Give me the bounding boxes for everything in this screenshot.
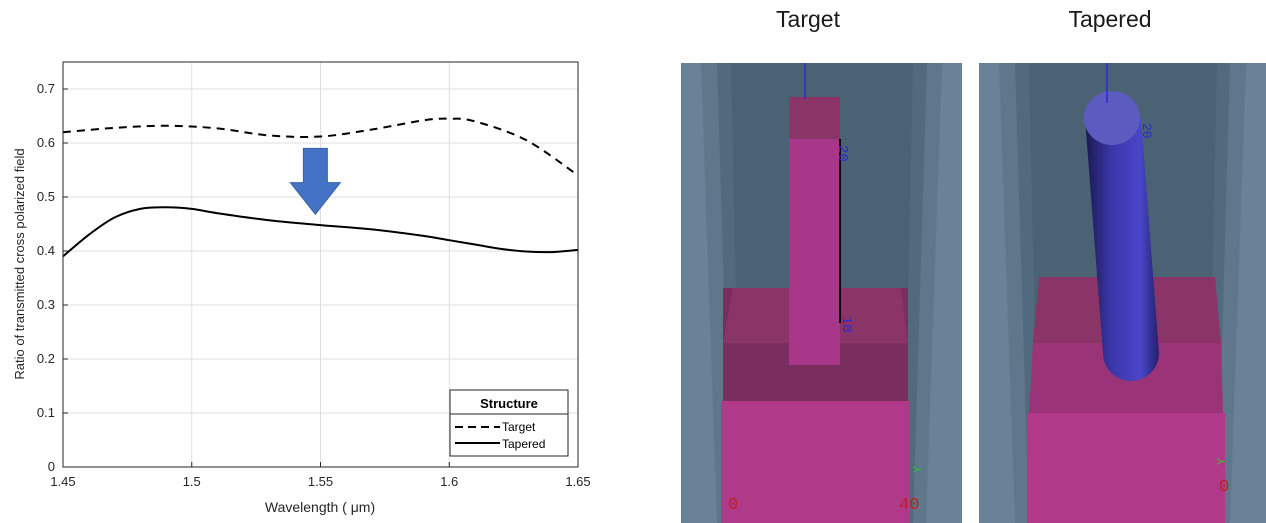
y-tick-label: 0.3 — [37, 297, 55, 312]
legend: Structure Target Tapered — [449, 389, 569, 457]
annotation-layer — [289, 147, 342, 216]
legend-label-target: Target — [502, 420, 536, 434]
axis-ticks: 1.45 1.5 1.55 1.6 1.65 0 0.1 0.2 0.3 0.4 0.5 0.6 0.7 — [37, 81, 591, 489]
render-panel-target: 20 10 0 40 Y — [681, 63, 962, 523]
x-axis-label: Wavelength ( μm) — [265, 499, 375, 515]
legend-title: Structure — [480, 396, 538, 411]
x-tick-label: 1.45 — [50, 474, 75, 489]
x-tick-label: 1.55 — [308, 474, 333, 489]
y-tick-label: 0 — [48, 459, 55, 474]
legend-box — [449, 389, 569, 457]
grid-lines — [63, 62, 578, 467]
y-tick-label: 0.2 — [37, 351, 55, 366]
y-axis-label: Ratio of transmitted cross polarized fie… — [12, 148, 27, 379]
x-tick-label: 1.65 — [565, 474, 590, 489]
render-target-image: 20 10 0 40 Y — [681, 63, 962, 523]
render-panel-tapered: 20 0 Y — [979, 63, 1266, 523]
x-tick-label: 1.6 — [440, 474, 458, 489]
x-tick-label: 1.5 — [183, 474, 201, 489]
down-arrow-annotation — [289, 147, 342, 216]
panel-title-target: Target — [776, 6, 840, 32]
y-tick-label: 0.1 — [37, 405, 55, 420]
y-tick-label: 0.6 — [37, 135, 55, 150]
axis-label-y: Y — [911, 466, 925, 473]
legend-label-tapered: Tapered — [502, 437, 545, 451]
axis-label-40: 40 — [899, 496, 919, 515]
line-chart: 1.45 1.5 1.55 1.6 1.65 0 0.1 0.2 0.3 0.4 0.5 0.6 0.7… — [12, 61, 591, 515]
y-tick-label: 0.4 — [37, 243, 55, 258]
panel-title-tapered: Tapered — [1068, 6, 1152, 32]
axis-label-0-tapered: 0 — [1219, 478, 1229, 497]
axis-label-10: 10 — [838, 316, 854, 333]
axis-label-20-tapered: 20 — [1139, 123, 1154, 139]
series-lines — [62, 117, 579, 258]
series-line-tapered — [62, 206, 579, 258]
axis-label-y-tapered: Y — [1215, 458, 1229, 465]
plot-frame — [62, 61, 579, 468]
y-tick-label: 0.7 — [37, 81, 55, 96]
render-tapered-image: 20 0 Y — [979, 63, 1266, 523]
series-line-target — [62, 117, 579, 177]
y-tick-label: 0.5 — [37, 189, 55, 204]
axis-label-20: 20 — [834, 145, 850, 162]
axis-label-0: 0 — [728, 496, 738, 515]
